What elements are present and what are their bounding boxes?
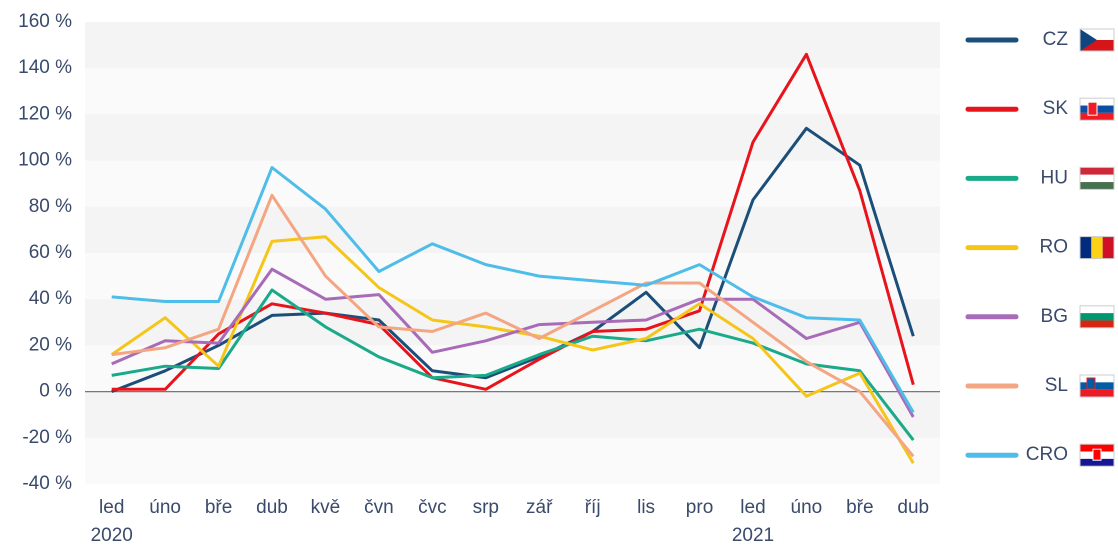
flag [1079,305,1115,329]
flag [1087,101,1098,116]
legend-label: CZ [1043,29,1069,50]
x-tick-label: bře [205,497,232,518]
line [111,52,915,391]
line [111,288,915,442]
y-tick-label: -20 % [22,427,72,448]
line [111,193,915,458]
legend-label: RO [1040,237,1069,258]
x-tick-label: říj [585,497,601,518]
flag [1080,29,1097,51]
flag [1079,28,1115,52]
flag [1080,320,1114,328]
flag [1092,448,1102,461]
y-tick-label: 160 % [18,11,72,32]
y-tick-label: 60 % [29,242,72,263]
flag-border [1079,97,1115,121]
x-tick-label: úno [791,497,823,518]
legend-label: SK [1043,98,1069,119]
y-tick-label: 40 % [29,288,72,309]
flag [1080,382,1114,390]
line [111,267,915,418]
legend-label: CRO [1026,444,1068,465]
flag [1080,458,1114,467]
x-tick-label: zář [526,497,553,518]
y-tick-label: 140 % [18,57,72,78]
flag-border [1079,374,1115,398]
y-tick-label: -40 % [22,473,72,494]
flag [1079,374,1115,398]
band [85,68,940,115]
x-group-label: 2020 [91,525,133,546]
legend-label: SL [1045,375,1068,396]
x-tick-label: led [99,497,124,518]
band [85,160,940,207]
flag [1080,236,1092,259]
flag [1080,40,1114,51]
legend-label: BG [1041,306,1068,327]
x-tick-label: dub [897,497,929,518]
flag-border [1079,305,1115,329]
x-group-label: 2021 [732,525,774,546]
x-tick-label: úno [149,497,181,518]
flag [1080,182,1114,190]
x-tick-label: čvn [364,497,394,518]
band [85,437,940,484]
flag [1080,389,1114,397]
y-tick-label: 120 % [18,103,72,124]
line [111,166,915,414]
flag [1080,112,1114,121]
x-tick-label: srp [473,497,499,518]
flag [1091,236,1103,259]
flag [1102,236,1114,259]
flag-border [1079,443,1115,467]
flag [1079,97,1115,121]
flag [1079,236,1115,260]
flag [1086,377,1096,390]
band [85,253,940,300]
flag [1079,443,1115,467]
x-tick-label: kvě [311,497,341,518]
x-tick-label: dub [256,497,288,518]
y-tick-label: 100 % [18,150,72,171]
x-tick-label: pro [686,497,713,518]
y-tick-label: 80 % [29,196,72,217]
y-tick-label: 0 % [39,381,72,402]
flag [1080,375,1114,383]
x-tick-label: lis [637,497,655,518]
flag [1080,313,1114,321]
x-tick-label: čvc [418,497,447,518]
flag [1080,174,1114,183]
flag-border [1079,28,1115,52]
flag-border [1079,236,1115,260]
legend-label: HU [1041,167,1068,188]
x-tick-label: bře [846,497,873,518]
flag [1080,305,1114,314]
flag [1079,166,1115,190]
flag-border [1079,166,1115,190]
flag [1080,444,1114,452]
x-tick-label: led [740,497,765,518]
flag [1080,29,1114,40]
y-tick-label: 20 % [29,334,72,355]
flag [1080,167,1114,175]
